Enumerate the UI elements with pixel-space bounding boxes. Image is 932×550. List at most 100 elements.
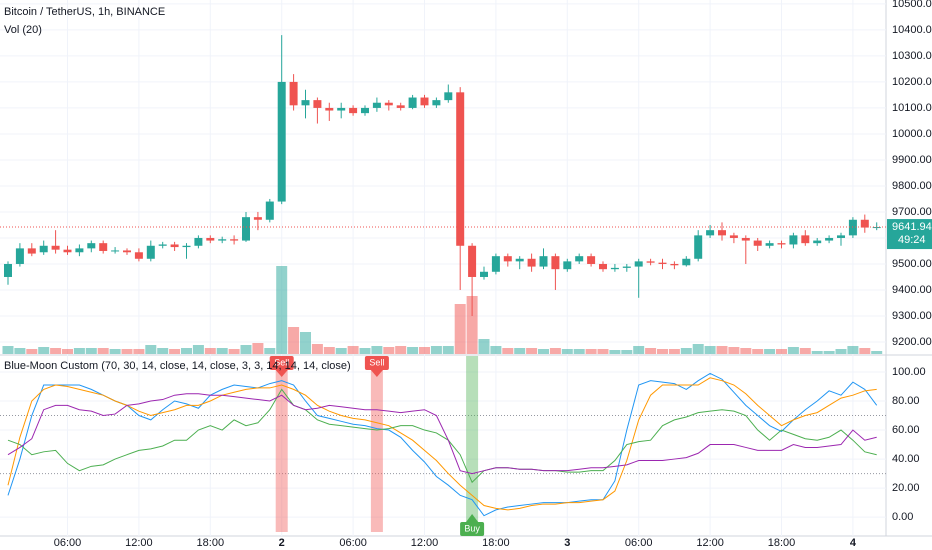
candle-body [646,261,655,263]
volume-bar [157,348,169,354]
volume-bar [609,350,621,354]
volume-bar [300,332,311,354]
time-tick-label: 12:00 [125,537,153,549]
grid-layer [0,0,886,536]
signal-marker: Sell [269,356,294,377]
volume-bar [454,304,466,354]
price-tick-label: 9800.00 [892,180,932,192]
volume-bar [121,349,133,354]
candle-body [718,230,726,236]
candle-body [729,235,738,238]
time-tick-label: 4 [850,537,857,549]
volume-bar [371,346,383,354]
volume-bar [633,346,645,354]
volume-bar [823,351,835,354]
candle-body [206,237,215,241]
candle-body [480,271,488,277]
time-tick-label: 18:00 [197,537,225,549]
time-tick-label: 18:00 [482,537,510,549]
volume-label: Vol (20) [4,24,42,36]
candle-body [694,235,703,259]
signal-marker: Buy [460,514,485,536]
volume-bar [871,351,883,354]
volume-bar [50,348,62,354]
candle-body [587,256,596,264]
candle-body [289,81,298,106]
candle-body [301,100,310,106]
candle-body [706,230,715,236]
candle-body [420,97,429,106]
candle-body [801,235,810,244]
last-price-label: 9641.94 [892,221,932,233]
candle-body [123,250,131,253]
signal-box [364,356,389,370]
volume-bar [847,346,859,354]
candle-body [610,267,619,270]
candle-body [622,266,631,268]
price-tick-label: 9300.00 [892,310,932,322]
candle-body [670,263,679,266]
signal-arrow [275,370,288,377]
signal-label: Buy [464,523,480,533]
time-tick-label: 18:00 [768,537,796,549]
volume-bar [478,339,490,354]
indicator-tick-label: 80.00 [892,395,920,407]
candle-body [491,256,500,272]
price-tick-label: 10300.00 [892,50,932,62]
time-tick-label: 12:00 [411,537,439,549]
candle-body [741,237,750,241]
volume-bar [85,348,97,354]
candle-body [848,219,857,236]
candle-body [384,102,393,106]
time-tick-label: 06:00 [339,537,367,549]
volume-bar [109,349,121,354]
indicator-tick-label: 20.00 [892,482,920,494]
volume-bar [264,348,276,354]
signal-box [269,356,294,370]
indicator-tick-label: 60.00 [892,424,920,436]
candle-body [242,217,250,241]
price-tick-label: 10200.00 [892,76,932,88]
candle-body [539,256,548,267]
candle-body [860,219,869,228]
indicator-line [7,388,877,484]
candle-body [658,262,667,264]
volume-bar [740,348,752,354]
volume-bar [668,349,680,354]
candle-body [765,243,774,246]
volume-bar [359,348,371,354]
volume-bar [561,349,573,354]
volume-bar [597,349,609,354]
price-tick-label: 9200.00 [892,336,932,348]
volume-bar [621,350,633,354]
candle-body [325,107,334,111]
volume-bar [204,348,216,354]
signal-label: Sell [274,357,289,367]
candle-body [218,239,227,241]
candle-body [456,92,465,246]
volume-bar [573,349,585,354]
volume-bar [442,346,454,354]
candle-body [194,237,203,246]
indicator-title: Blue-Moon Custom (70, 30, 14, close, 14,… [4,360,351,372]
volume-bar [252,343,264,354]
volume-bar [430,346,442,354]
time-tick-label: 12:00 [696,537,724,549]
candle-body [527,258,536,267]
candle-body [789,235,798,245]
candle-body [182,245,191,248]
candle-body [777,243,786,245]
price-tick-label: 9700.00 [892,206,932,218]
candle-body [15,248,24,264]
candle-body [349,107,358,114]
volume-bar [549,348,561,354]
last-price-box [887,219,932,250]
volume-bar [169,349,181,354]
volume-bar [752,349,764,354]
candle-body [563,261,572,270]
volume-bar [502,348,514,354]
volume-bar [764,349,776,354]
candle-body [4,263,12,277]
volume-bar [645,348,657,354]
